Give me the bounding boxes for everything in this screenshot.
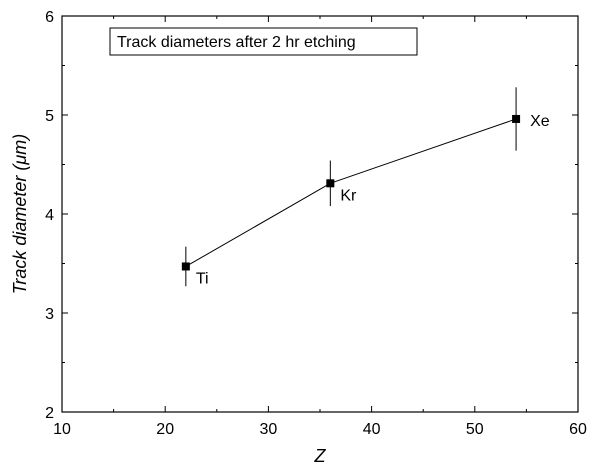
data-point	[512, 114, 521, 123]
y-tick-label: 5	[45, 108, 54, 125]
plot-frame	[61, 15, 579, 413]
x-tick-label: 20	[156, 421, 174, 438]
data-series: Ti Kr Xe	[181, 87, 550, 287]
axis-ticks: 10 20 30 40 50 60 2 3 4 5 6	[45, 9, 587, 438]
annotation-box: Track diameters after 2 hr etching	[109, 27, 418, 56]
point-label: Kr	[340, 187, 357, 204]
y-tick-label: 2	[45, 405, 54, 422]
data-point	[326, 179, 335, 188]
data-point	[181, 262, 190, 271]
y-axis-title: Track diameter (μm)	[10, 134, 30, 295]
x-tick-label: 30	[260, 421, 278, 438]
x-tick-label: 10	[53, 421, 71, 438]
annotation-border	[109, 27, 418, 56]
point-label: Xe	[530, 113, 550, 130]
annotation-text: Track diameters after 2 hr etching	[117, 34, 356, 51]
x-tick-label: 40	[363, 421, 381, 438]
y-tick-label: 3	[45, 306, 54, 323]
y-tick-label: 6	[45, 9, 54, 26]
y-tick-label: 4	[45, 207, 54, 224]
point-label: Ti	[196, 270, 209, 287]
x-axis-title: Z	[314, 446, 327, 466]
x-tick-label: 60	[569, 421, 587, 438]
x-tick-label: 50	[466, 421, 484, 438]
